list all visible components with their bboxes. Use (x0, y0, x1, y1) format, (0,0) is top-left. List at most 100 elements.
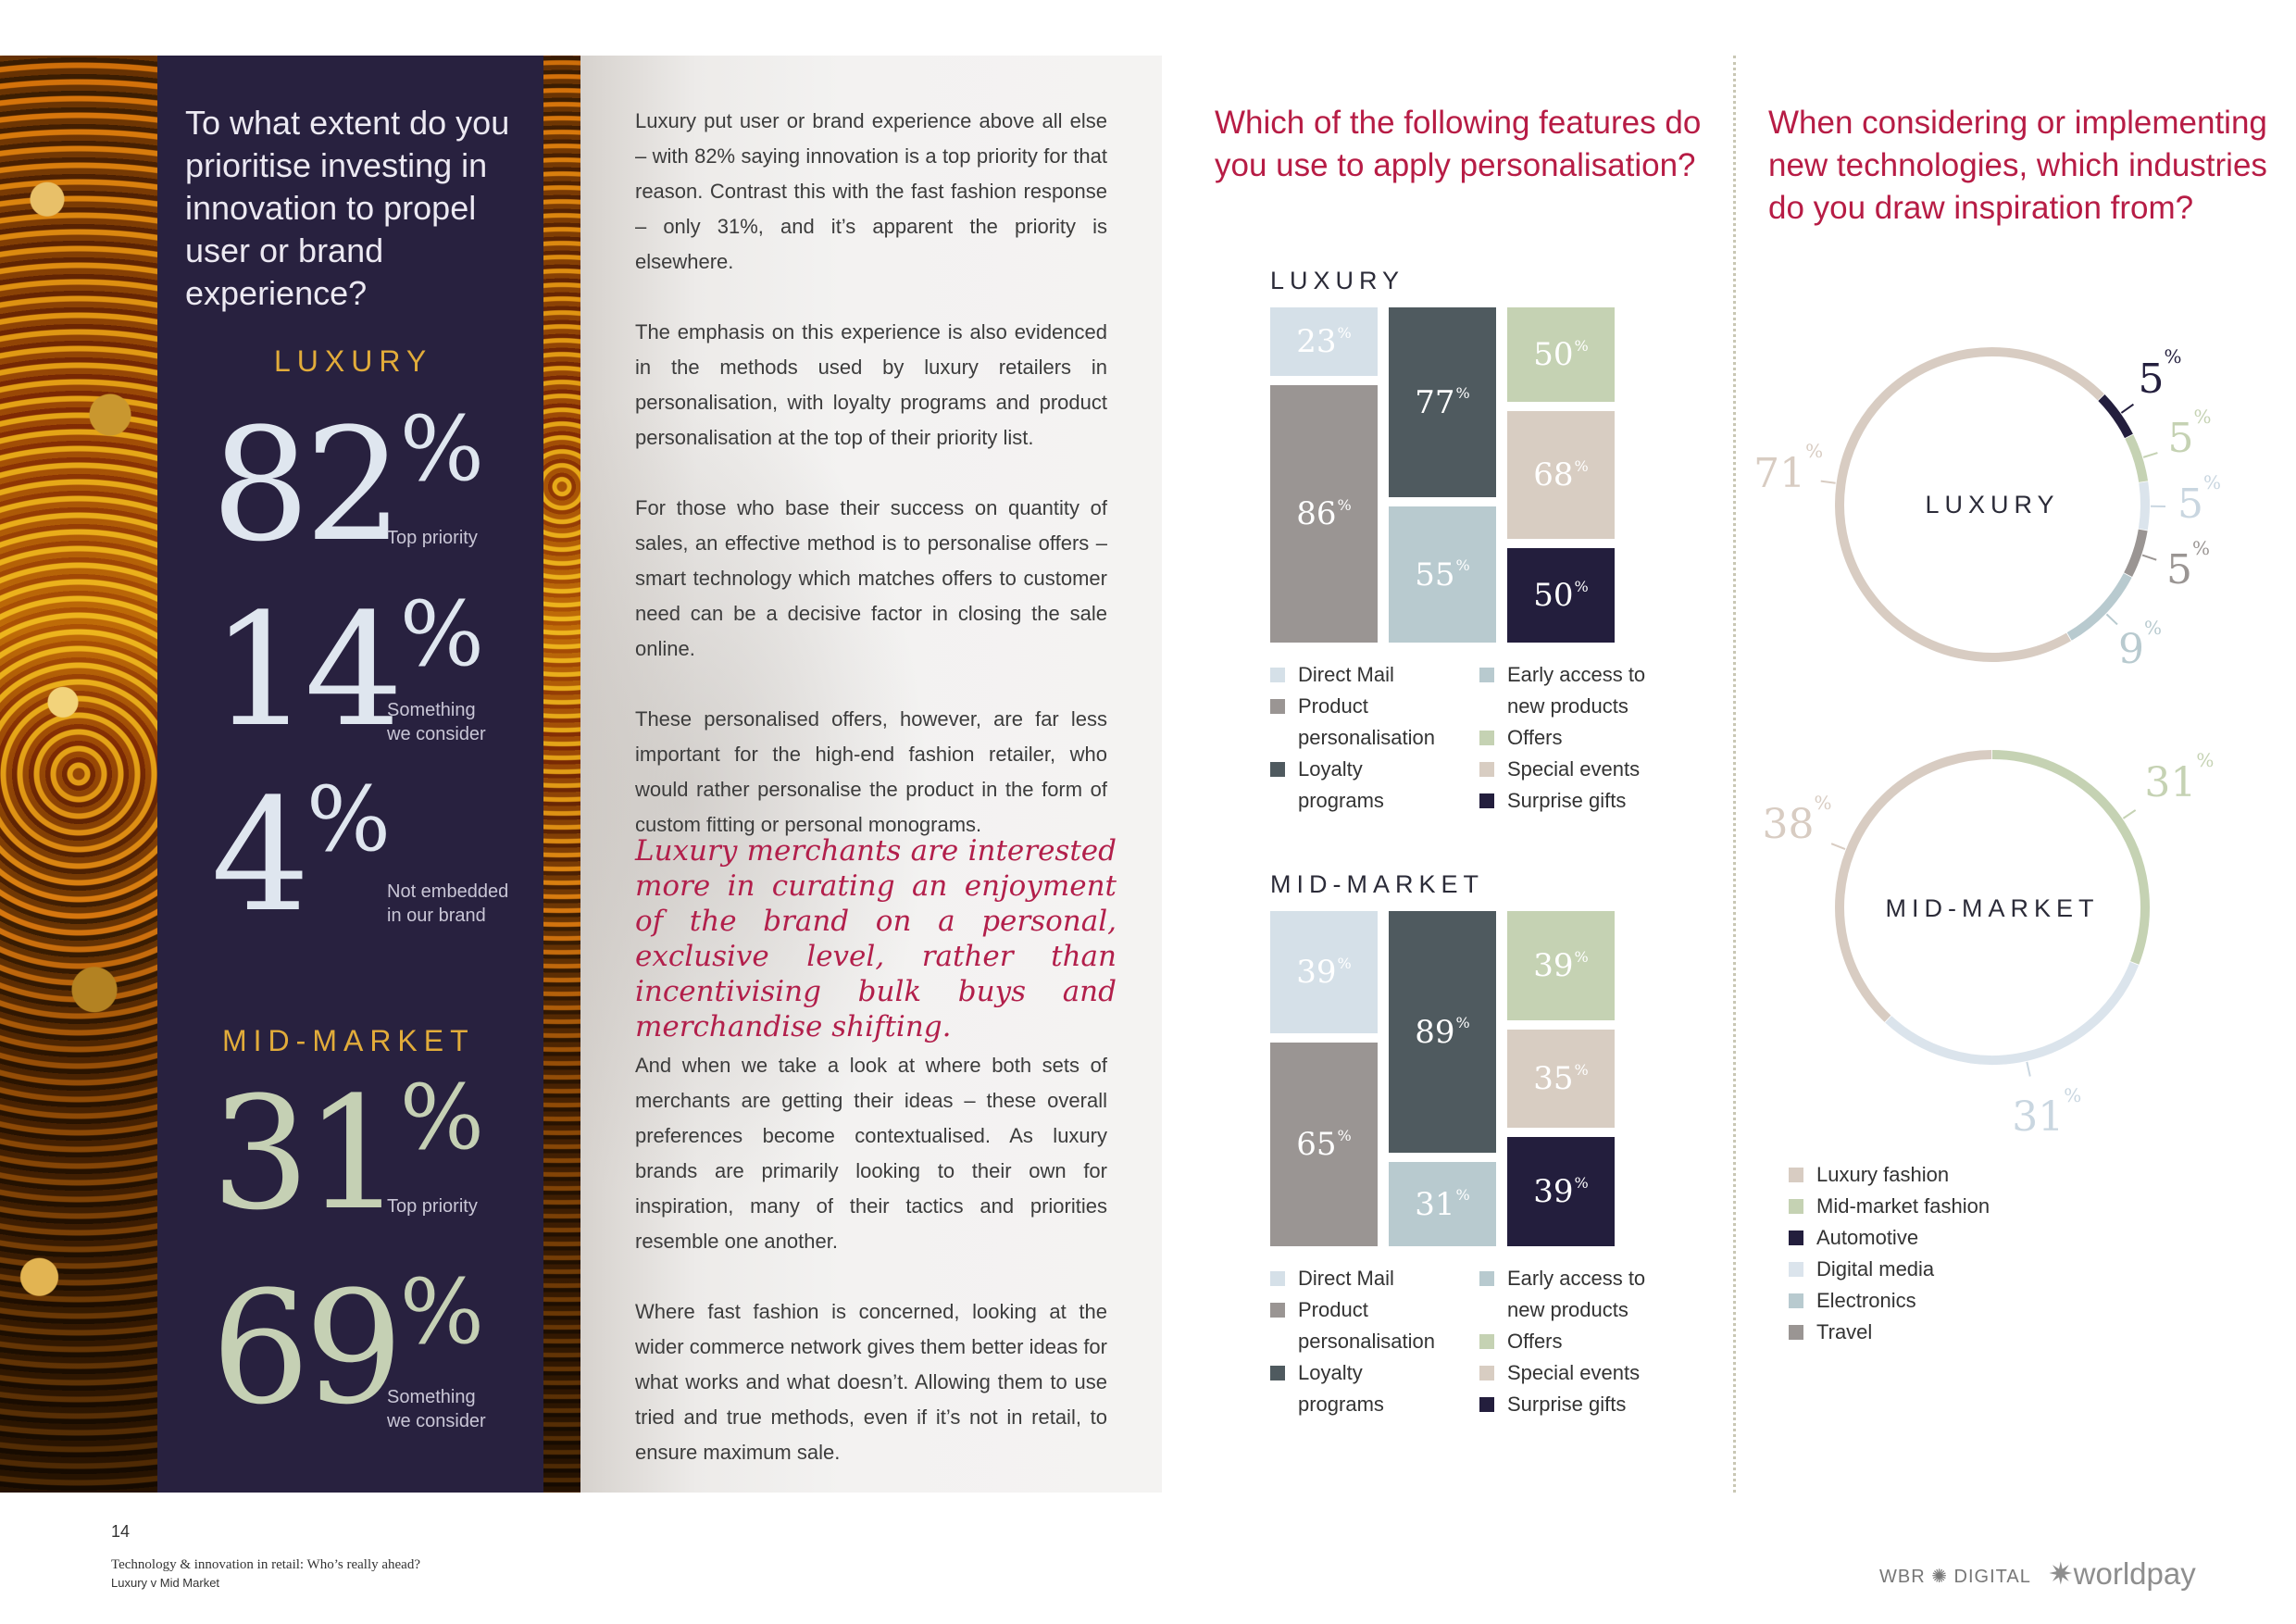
legend-label: Travel (1816, 1320, 1873, 1343)
donut-percent-value: 38 (1762, 801, 1815, 849)
block-offers: 50% (1507, 307, 1615, 402)
luxury-chart-label: LUXURY (1270, 267, 1405, 294)
block-special-events: 68% (1507, 411, 1615, 539)
features-question: Which of the following features do you u… (1215, 105, 1702, 183)
worldpay-logo: ✷worldpay (2048, 1555, 2196, 1592)
legend-label: Digital media (1816, 1257, 1935, 1280)
donut-label-mid: MID-MARKET (1885, 894, 2100, 922)
swatch-icon (1479, 1334, 1494, 1349)
legend-label-line: new products (1507, 1298, 1628, 1321)
block-early-access: 55% (1389, 506, 1496, 643)
legend-item: Travel (1789, 1317, 1990, 1348)
footer-title: Technology & innovation in retail: Who’s… (111, 1557, 420, 1572)
donut-percent-symbol: % (1805, 440, 1824, 463)
swatch-icon (1270, 762, 1285, 777)
donut-leader (2026, 1061, 2031, 1077)
legend-label: Product personalisation (1298, 1294, 1435, 1357)
donut-percent-symbol: % (1814, 791, 1832, 814)
donut-percent-symbol: % (2164, 345, 2182, 369)
legend-label: Loyalty programs (1298, 754, 1384, 817)
block-value: 77 (1415, 383, 1455, 421)
block-value: 23 (1296, 323, 1337, 360)
donut-segment-luxury-fashion (1835, 750, 1992, 1022)
legend-item: Surprise gifts (1479, 1389, 1645, 1420)
body-paragraph: Luxury put user or brand experience abov… (635, 109, 1107, 273)
donut-segment-digital-media (2138, 481, 2150, 531)
legend-label-line: programs (1298, 789, 1384, 812)
swatch-icon (1789, 1293, 1803, 1308)
block-pct: % (1574, 456, 1589, 475)
donut-leader (2105, 613, 2118, 626)
block-value: 65 (1296, 1126, 1337, 1163)
block-direct-mail: 23% (1270, 307, 1378, 376)
swatch-icon (1479, 1366, 1494, 1380)
inspiration-question: When considering or implementing new tec… (1768, 105, 2267, 226)
mid-market-heading: MID-MARKET (222, 1024, 475, 1057)
legend-label-line: new products (1507, 694, 1628, 718)
stat-pct: % (399, 1066, 484, 1169)
legend-item: Direct Mail (1270, 659, 1435, 691)
donut-percent-symbol: % (2144, 616, 2163, 639)
donut-label-luxury: LUXURY (1925, 491, 2060, 518)
legend-item: Automotive (1789, 1222, 1990, 1254)
luxury-stat-top-priority: 82% (211, 405, 484, 563)
block-value: 35 (1533, 1060, 1574, 1097)
legend-label: Mid-market fashion (1816, 1194, 1990, 1218)
worldpay-wordmark: worldpay (2073, 1556, 2196, 1591)
legend-label-line: Early access to (1507, 663, 1646, 686)
legend-label: Automotive (1816, 1226, 1919, 1249)
luxury-legend-left: Direct Mail Product personalisation Loyal… (1270, 659, 1435, 817)
donut-percent: 9% (2118, 618, 2162, 670)
legend-label: Loyalty programs (1298, 1357, 1384, 1420)
block-pct: % (1455, 556, 1470, 574)
block-pct: % (1337, 1126, 1352, 1144)
sequin-photo-strip (543, 56, 580, 1493)
stat-label-line: Something (387, 1387, 476, 1407)
pull-quote: Luxury merchants are interested more in … (635, 834, 1117, 1043)
legend-item: Electronics (1789, 1285, 1990, 1317)
legend-item: Early access to new products (1479, 659, 1645, 722)
swatch-icon (1270, 1366, 1285, 1380)
donut-segment-digital-media (1885, 961, 2140, 1065)
legend-item: Digital media (1789, 1254, 1990, 1285)
legend-label: Product personalisation (1298, 691, 1435, 754)
block-pct: % (1337, 495, 1352, 514)
block-pct: % (1574, 336, 1589, 355)
block-offers: 39% (1507, 911, 1615, 1020)
stat-pct: % (306, 768, 392, 871)
wbr-digital-logo: WBR ✺ DIGITAL (1879, 1567, 2031, 1587)
body-text-upper: Luxury put user or brand experience abov… (635, 104, 1107, 878)
luxury-stat-not-embedded: 4% (211, 775, 391, 933)
donut-percent-symbol: % (2064, 1083, 2082, 1106)
swatch-icon (1479, 731, 1494, 745)
donut-percent-value: 71 (1753, 449, 1806, 497)
swatch-icon (1479, 793, 1494, 808)
legend-label: Early access to new products (1507, 1263, 1645, 1326)
donut-percent: 5% (2166, 539, 2210, 591)
swatch-icon (1789, 1168, 1803, 1182)
legend-item: Direct Mail (1270, 1263, 1435, 1294)
block-value: 86 (1296, 495, 1337, 532)
block-loyalty-programs: 77% (1389, 307, 1496, 497)
stat-value: 69 (211, 1257, 404, 1439)
donut-percent: 5% (2177, 473, 2221, 525)
block-pct: % (1574, 1060, 1589, 1079)
donut-percent-symbol: % (2202, 470, 2221, 493)
swatch-icon (1479, 762, 1494, 777)
legend-label: Offers (1507, 1330, 1563, 1353)
sequin-photo-left (0, 56, 157, 1493)
navy-stat-panel (157, 56, 543, 1493)
stat-value: 14 (211, 580, 404, 761)
block-product-personalisation: 65% (1270, 1043, 1378, 1246)
donut-leader (2122, 809, 2137, 819)
legend-label: Direct Mail (1298, 663, 1394, 686)
stat-label-line: we consider (387, 1411, 486, 1431)
swatch-icon (1270, 699, 1285, 714)
block-pct: % (1455, 384, 1470, 402)
legend-label-line: personalisation (1298, 1330, 1435, 1353)
stat-pct: % (399, 397, 484, 501)
stat-label: Not embedded in our brand (387, 880, 508, 928)
stat-label: Top priority (387, 526, 478, 550)
footer-subtitle: Luxury v Mid Market (111, 1576, 220, 1590)
inspiration-donuts (1820, 347, 2166, 1077)
